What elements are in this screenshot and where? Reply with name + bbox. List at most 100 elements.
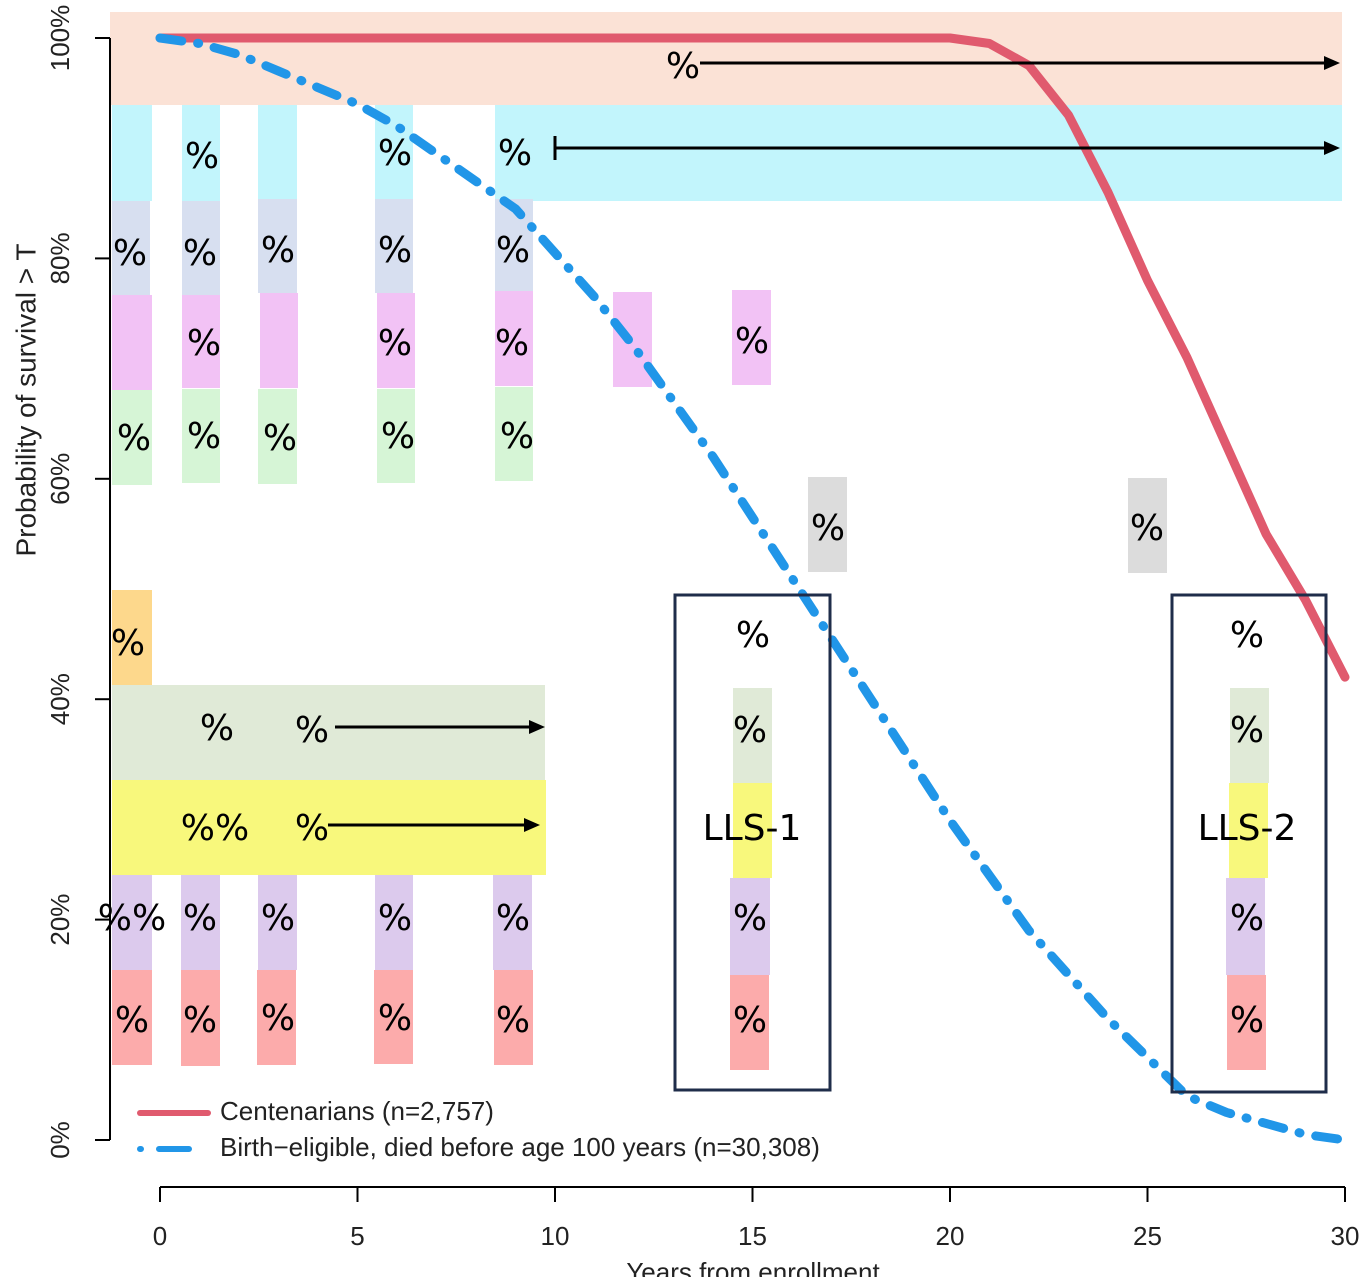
y-tick-label: 100% [45,5,75,72]
annotation: % [733,1000,767,1041]
highlight-box [495,387,533,481]
highlight-box [377,293,415,388]
annotation: % [378,998,412,1039]
highlight-box [730,878,770,975]
group-frame [673,593,832,1092]
x-tick-label: 0 [153,1221,167,1251]
highlight-box [733,688,772,783]
y-tick-label: 40% [45,673,75,725]
annotation: % [115,1000,149,1041]
annotation: % [183,1000,217,1041]
y-axis-label: Probability of survival > T [10,243,41,556]
annotation: % [187,323,221,364]
annotation: % [378,230,412,271]
highlight-box [257,970,296,1065]
highlight-box [112,970,152,1065]
highlight-box [730,975,769,1070]
annotation: LLS-1 [703,808,802,849]
highlight-box [182,201,220,295]
x-axis-label: Years from enrollment [626,1257,880,1277]
y-tick-label: 20% [45,894,75,946]
x-tick-label: 5 [350,1221,364,1251]
annotation: % [261,898,295,939]
highlight-box [494,970,533,1065]
highlight-box [258,105,297,201]
highlight-box [732,290,771,385]
highlight-box [182,105,220,201]
highlight-box [181,875,220,970]
annotation: % [736,615,770,656]
highlight-box [258,389,297,484]
highlight-box [495,105,1342,201]
annotation: % [1230,615,1264,656]
highlight-box [260,293,298,388]
arrow-head [1324,141,1340,155]
highlight-box [112,105,152,201]
annotation: % [183,898,217,939]
annotation: % [113,233,147,274]
annotation: % [187,416,221,457]
annotation: % [1230,1000,1264,1041]
annotation: % [495,323,529,364]
annotation: % [200,708,234,749]
arrow-head [529,720,545,734]
legend-label: Centenarians (n=2,757) [220,1096,494,1126]
highlight-box [182,389,220,483]
annotation: % [185,136,219,177]
arrow-head [1324,56,1340,70]
highlight-box [808,477,847,572]
x-tick-label: 15 [738,1221,767,1251]
highlight-box [110,12,1342,105]
highlight-box [375,199,413,293]
annotation-layer [110,12,1342,1070]
group-frame [1170,593,1328,1094]
annotation: %% [98,898,166,939]
annotation: % [378,133,412,174]
highlight-box [112,875,152,970]
highlight-box [112,590,152,685]
annotation: % [183,233,217,274]
highlight-box [182,295,220,388]
annotation: % [378,323,412,364]
annotation: % [1130,508,1164,549]
highlight-box [1227,975,1266,1070]
highlight-box [493,875,532,970]
y-tick-label: 0% [45,1121,75,1159]
highlight-box [1128,478,1167,573]
highlight-box [1226,878,1265,975]
annotation: % [295,808,329,849]
annotation: % [117,418,151,459]
annotation: % [381,416,415,457]
annotation: % [1230,710,1264,751]
annotation: % [261,230,295,271]
annotation: % [500,416,534,457]
annotation: % [498,133,532,174]
x-tick-label: 30 [1331,1221,1360,1251]
y-tick-label: 60% [45,453,75,505]
annotation: % [111,623,145,664]
highlight-box [495,199,533,293]
annotation: % [733,710,767,751]
highlight-box [181,970,220,1066]
annotation: % [496,898,530,939]
x-tick-label: 20 [936,1221,965,1251]
annotation: % [295,710,329,751]
plot-area: 0 5 10 15 20 25 30 0% 20% 40% 60% 80% 100% Centenaria… [45,5,1360,1251]
highlight-box [374,970,413,1064]
annotation: % [735,321,769,362]
series-line [155,33,1350,1145]
arrow-head [524,818,540,832]
highlight-box [258,875,297,970]
highlight-box [733,783,772,878]
y-tick-label: 80% [45,232,75,284]
annotation: % [1230,898,1264,939]
highlight-box [112,685,545,780]
highlight-box [495,291,533,386]
highlight-box [258,199,297,293]
annotation: % [496,1000,530,1041]
highlight-box [375,875,413,970]
annotation: % [666,46,700,87]
highlight-box [112,780,546,875]
x-tick-label: 25 [1133,1221,1162,1251]
legend-label: Birth−eligible, died before age 100 year… [220,1132,820,1162]
